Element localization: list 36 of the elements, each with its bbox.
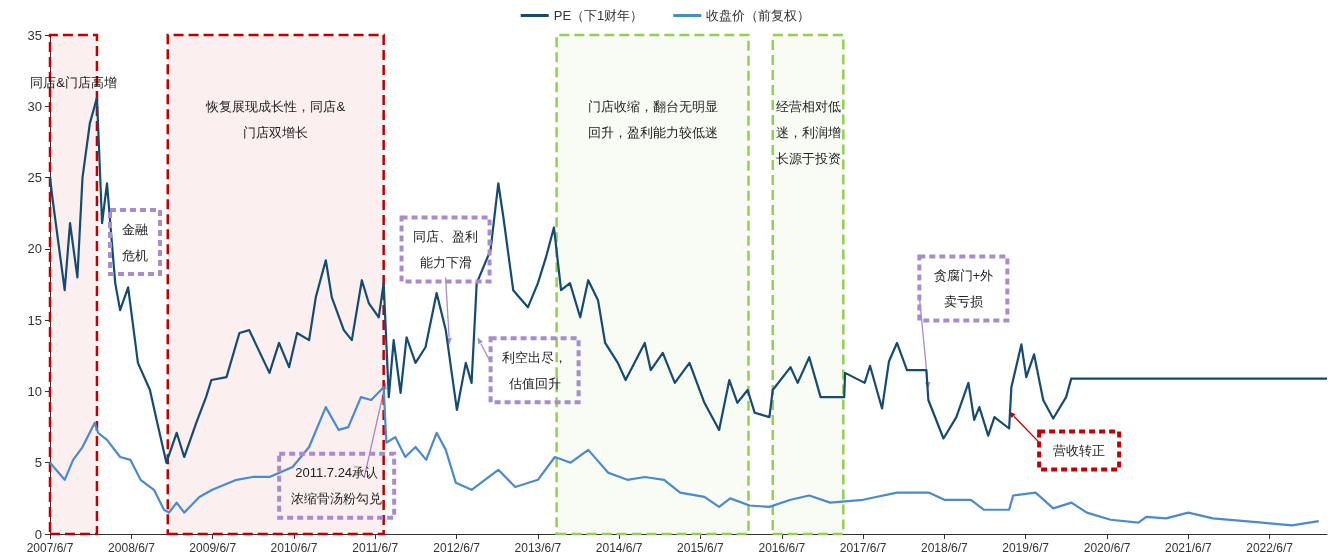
y-tick-label: 0 [34, 526, 42, 542]
x-tick-label: 2022/6/7 [1246, 541, 1294, 555]
annotation: 营收转正 [1053, 442, 1106, 458]
line-series [48, 96, 1329, 464]
x-tick-label: 2019/6/7 [1002, 541, 1050, 555]
x-tick-label: 2010/6/7 [270, 541, 318, 555]
band-label: 恢复展现成长性，同店&门店双增长 [205, 99, 346, 141]
x-tick-label: 2007/6/7 [26, 541, 74, 555]
x-tick-label: 2012/6/7 [433, 541, 481, 555]
y-tick-label: 30 [27, 98, 42, 114]
annotation: 贪腐门+外卖亏损 [933, 268, 994, 310]
annotation: 金融危机 [122, 221, 148, 263]
annotation: 同店、盈利能力下滑 [413, 228, 479, 270]
x-tick-label: 2016/6/7 [758, 541, 806, 555]
band-label: 经营相对低迷，利润增长源于投资 [775, 99, 841, 167]
x-tick-label: 2021/6/7 [1164, 541, 1212, 555]
annotation: 利空出尽，估值回升 [502, 349, 568, 391]
legend-label: 收盘价（前复权） [706, 8, 811, 23]
x-tick-label: 2008/6/7 [108, 541, 156, 555]
x-tick-label: 2015/6/7 [677, 541, 725, 555]
band-label: 门店收缩，翻台无明显回升，盈利能力较低迷 [587, 99, 718, 141]
x-tick-label: 2017/6/7 [839, 541, 887, 555]
x-tick-label: 2013/6/7 [514, 541, 562, 555]
y-tick-label: 5 [34, 455, 42, 471]
y-tick-label: 15 [27, 312, 42, 328]
y-tick-label: 20 [27, 241, 42, 257]
legend-label: PE（下1财年） [553, 8, 644, 23]
x-tick-label: 2009/6/7 [189, 541, 237, 555]
x-tick-label: 2020/6/7 [1083, 541, 1131, 555]
annotation: 2011.7.24承认浓缩骨汤粉勾兑 [291, 465, 383, 507]
y-tick-label: 10 [27, 383, 42, 399]
y-tick-label: 35 [27, 27, 42, 43]
x-tick-label: 2011/6/7 [352, 541, 399, 555]
x-tick-label: 2014/6/7 [595, 541, 643, 555]
y-tick-label: 25 [27, 170, 42, 186]
x-tick-label: 2018/6/7 [921, 541, 969, 555]
